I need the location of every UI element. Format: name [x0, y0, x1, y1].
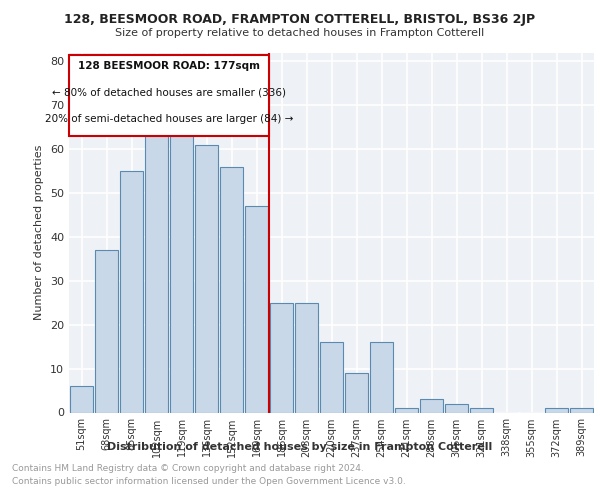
Bar — [145, 136, 169, 412]
Bar — [320, 342, 343, 412]
Text: Contains HM Land Registry data © Crown copyright and database right 2024.: Contains HM Land Registry data © Crown c… — [12, 464, 364, 473]
Bar — [194, 144, 218, 412]
Text: ← 80% of detached houses are smaller (336): ← 80% of detached houses are smaller (33… — [52, 88, 286, 98]
Bar — [295, 302, 319, 412]
Bar — [395, 408, 418, 412]
Bar — [569, 408, 593, 412]
Text: 128, BEESMOOR ROAD, FRAMPTON COTTERELL, BRISTOL, BS36 2JP: 128, BEESMOOR ROAD, FRAMPTON COTTERELL, … — [64, 12, 536, 26]
Text: 20% of semi-detached houses are larger (84) →: 20% of semi-detached houses are larger (… — [45, 114, 293, 124]
Bar — [220, 166, 244, 412]
Text: Distribution of detached houses by size in Frampton Cotterell: Distribution of detached houses by size … — [107, 442, 493, 452]
Text: Size of property relative to detached houses in Frampton Cotterell: Size of property relative to detached ho… — [115, 28, 485, 38]
Y-axis label: Number of detached properties: Number of detached properties — [34, 145, 44, 320]
Bar — [269, 302, 293, 412]
Bar — [545, 408, 568, 412]
Bar — [470, 408, 493, 412]
Bar — [344, 373, 368, 412]
Bar — [419, 400, 443, 412]
Text: 128 BEESMOOR ROAD: 177sqm: 128 BEESMOOR ROAD: 177sqm — [78, 62, 260, 72]
Bar — [445, 404, 469, 412]
Bar — [119, 171, 143, 412]
Bar — [170, 136, 193, 412]
Bar — [370, 342, 394, 412]
Bar — [95, 250, 118, 412]
Bar — [70, 386, 94, 412]
Bar — [69, 54, 269, 136]
Text: Contains public sector information licensed under the Open Government Licence v3: Contains public sector information licen… — [12, 478, 406, 486]
Bar — [245, 206, 268, 412]
